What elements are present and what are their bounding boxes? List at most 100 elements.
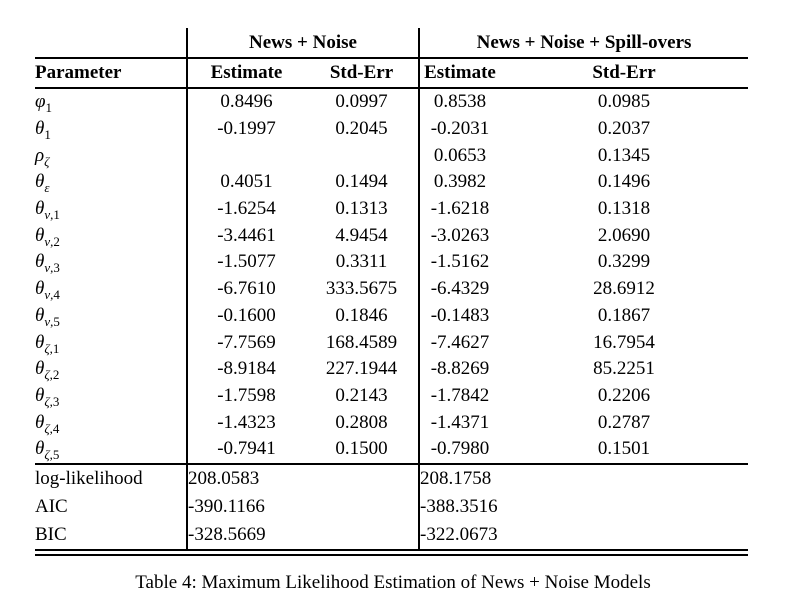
estimate-cell: 0.8496: [186, 88, 305, 116]
estimate-cell: -6.7610: [186, 275, 305, 303]
parameter-cell: θν,2: [35, 222, 187, 249]
table-row: θν,4 -6.7610 333.5675 -6.4329 28.6912: [35, 275, 748, 303]
param-subscript: ζ,2: [44, 367, 60, 383]
summary-row: AIC -390.1166 -388.3516: [35, 492, 748, 521]
summary-label-cell: BIC: [35, 520, 187, 556]
mle-results-table: News + Noise News + Noise + Spill-overs …: [35, 28, 748, 556]
summary-value-cell: 208.0583: [186, 462, 419, 493]
parameter-cell: θν,3: [35, 249, 187, 276]
table-row: φ1 0.8496 0.0997 0.8538 0.0985: [35, 88, 748, 116]
summary-row: BIC -328.5669 -322.0673: [35, 520, 748, 556]
estimate-cell: -3.0263: [418, 222, 500, 250]
table-row: θζ,5 -0.7941 0.1500 -0.7980 0.1501: [35, 435, 748, 464]
param-subscript: 1: [45, 100, 53, 116]
stderr-cell: 0.1496: [597, 171, 651, 193]
stderr-cell: 0.1501: [597, 438, 651, 460]
parameter-cell: θν,1: [35, 196, 187, 223]
estimate-cell: -0.7941: [186, 435, 305, 464]
stderr-cell: 168.4589: [325, 331, 398, 353]
param-symbol: θ: [35, 411, 45, 433]
estimate-cell: -7.7569: [186, 329, 305, 356]
stderr-cell: 0.0997: [335, 91, 388, 113]
table-row: θν,5 -0.1600 0.1846 -0.1483 0.1867: [35, 302, 748, 330]
table-row: θζ,4 -1.4323 0.2808 -1.4371 0.2787: [35, 409, 748, 436]
stderr-cell: 28.6912: [593, 278, 655, 300]
stderr-cell: 4.9454: [335, 224, 388, 246]
param-subscript: ζ,5: [44, 447, 60, 463]
estimate-cell: 0.4051: [186, 169, 305, 196]
stderr-cell: 0.1500: [335, 438, 388, 460]
stderr-cell: 0.1494: [335, 171, 388, 193]
parameter-cell: θν,4: [35, 276, 187, 303]
estimate-cell: -1.6254: [186, 195, 305, 223]
estimate-cell: 0.3982: [418, 169, 500, 196]
param-subscript: ν,2: [44, 233, 60, 249]
estimate-cell: -1.4323: [186, 409, 305, 436]
estimate-cell: -0.1600: [186, 302, 305, 330]
stderr-cell: 0.1345: [597, 144, 651, 166]
estimate-cell: -8.8269: [418, 355, 500, 383]
stderr-cell: 0.2206: [597, 384, 651, 406]
estimate-cell: -3.4461: [186, 222, 305, 250]
estimate-cell: -8.9184: [186, 355, 305, 383]
stderr-cell: 2.0690: [597, 224, 651, 246]
param-symbol: θ: [35, 198, 45, 220]
param-subscript: 1: [44, 126, 51, 142]
table-row: ρζ 0.0653 0.1345: [35, 142, 748, 170]
summary-value-cell: -328.5669: [186, 520, 419, 556]
parameter-cell: θζ,1: [35, 329, 187, 356]
table-row: θν,3 -1.5077 0.3311 -1.5162 0.3299: [35, 249, 748, 276]
estimate-cell: -1.7842: [418, 382, 500, 410]
stderr-cell: 85.2251: [593, 358, 655, 380]
table-row: θ1 -0.1997 0.2045 -0.2031 0.2037: [35, 115, 748, 143]
estimate-cell: -0.1483: [418, 302, 500, 330]
parameter-cell: ρζ: [35, 142, 187, 169]
col-header-estimate-2: Estimate: [418, 58, 500, 89]
summary-label-cell: AIC: [35, 495, 68, 517]
summary-value-cell: 208.1758: [418, 462, 748, 493]
param-symbol: φ: [35, 91, 46, 113]
estimate-cell: -1.5077: [186, 249, 305, 276]
estimate-cell: 0.8538: [418, 88, 500, 116]
param-symbol: θ: [35, 304, 45, 326]
col-header-parameter: Parameter: [35, 58, 187, 89]
summary-value-cell: -390.1166: [186, 492, 419, 521]
group-header-row: News + Noise News + Noise + Spill-overs: [35, 28, 748, 59]
stderr-cell: 0.2143: [335, 384, 388, 406]
col-header-stderr-2: Std-Err: [500, 58, 748, 89]
param-symbol: θ: [35, 118, 45, 140]
estimate-cell: -0.1997: [186, 115, 305, 143]
table-row: θν,1 -1.6254 0.1313 -1.6218 0.1318: [35, 195, 748, 223]
stderr-cell: 0.2808: [335, 411, 388, 433]
param-symbol: θ: [35, 278, 45, 300]
col-header-stderr-1: Std-Err: [305, 58, 419, 89]
summary-row: log-likelihood 208.0583 208.1758: [35, 462, 748, 493]
group-header-news-noise: News + Noise: [186, 28, 419, 59]
param-subscript: ν,1: [44, 206, 60, 222]
stderr-cell: 0.1318: [597, 198, 651, 220]
estimate-cell: -0.7980: [418, 435, 500, 464]
stderr-cell: 0.2045: [335, 118, 388, 140]
stderr-cell: 0.2037: [597, 118, 651, 140]
parameter-cell: θζ,4: [35, 409, 187, 436]
param-subscript: ν,4: [44, 286, 60, 302]
summary-rows: log-likelihood 208.0583 208.1758 AIC -390.11…: [35, 462, 748, 556]
param-subscript: ε: [44, 180, 50, 196]
parameter-cell: φ1: [35, 88, 187, 116]
table-caption: Table 4: Maximum Likelihood Estimation o…: [135, 572, 651, 593]
param-subscript: ν,3: [44, 260, 60, 276]
param-symbol: θ: [35, 224, 45, 246]
param-symbol: θ: [35, 251, 45, 273]
param-symbol: ρ: [35, 144, 45, 166]
estimate-cell: -1.6218: [418, 195, 500, 223]
stderr-cell: 16.7954: [593, 331, 655, 353]
param-subscript: ν,5: [44, 313, 60, 329]
estimate-cell: 0.0653: [418, 142, 500, 170]
table-row: θν,2 -3.4461 4.9454 -3.0263 2.0690: [35, 222, 748, 250]
stderr-cell: 0.3311: [335, 251, 388, 273]
estimate-cell: -0.2031: [418, 115, 500, 143]
estimate-cell: -7.4627: [418, 329, 500, 356]
parameter-cell: θε: [35, 169, 187, 196]
param-subscript: ζ: [44, 153, 50, 169]
col-header-estimate-1: Estimate: [186, 58, 305, 89]
